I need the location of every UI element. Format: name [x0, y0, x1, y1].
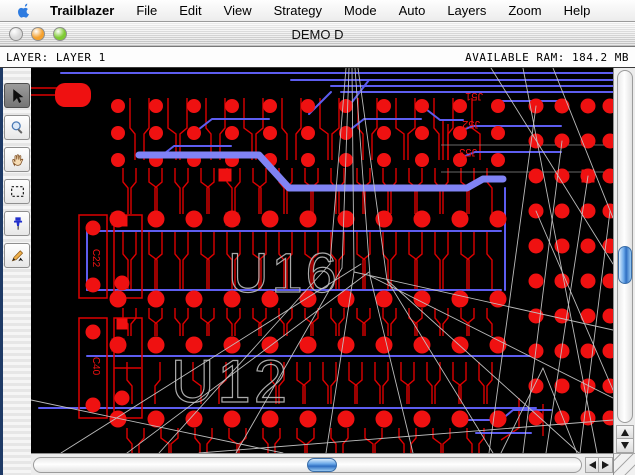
component-label: C22 [90, 249, 101, 268]
menu-item-trailblazer[interactable]: Trailblazer [50, 3, 115, 18]
connector-label: J53 [459, 146, 477, 158]
marquee-tool-button[interactable] [4, 179, 30, 204]
pcb-canvas[interactable]: U16 U12 C22 C40 J51 J52 J53 [31, 68, 613, 453]
window-title-bar[interactable]: DEMO D [0, 22, 635, 47]
menu-item-help[interactable]: Help [563, 3, 591, 18]
pointer-tool-button[interactable] [4, 83, 30, 108]
scroll-down-button[interactable] [615, 439, 634, 454]
zoom-button[interactable] [53, 27, 67, 41]
zoom-icon [11, 121, 22, 134]
pin-tool-button[interactable] [4, 211, 30, 236]
zoom-tool-button[interactable] [4, 115, 30, 140]
menu-item-mode[interactable]: Mode [344, 3, 377, 18]
connector-label: J52 [462, 118, 480, 130]
menu-bar: Trailblazer File Edit View Strategy Mode Auto L… [0, 0, 635, 22]
pointer-icon [12, 89, 23, 103]
scroll-right-button[interactable] [599, 456, 613, 473]
menu-item-zoom[interactable]: Zoom [508, 3, 542, 18]
status-bar: LAYER: LAYER 1 AVAILABLE RAM: 184.2 MB [0, 47, 635, 68]
route-tool-button[interactable] [4, 243, 30, 268]
vertical-scroll-track[interactable] [616, 70, 633, 424]
vertical-scrollbar [613, 68, 635, 475]
tool-palette [0, 68, 31, 475]
menu-item-edit[interactable]: Edit [179, 3, 202, 18]
scroll-left-button[interactable] [585, 456, 599, 473]
component-label: U12 [171, 348, 290, 415]
menu-item-file[interactable]: File [136, 3, 158, 18]
menu-item-strategy[interactable]: Strategy [273, 3, 323, 18]
menu-item-auto[interactable]: Auto [398, 3, 426, 18]
apple-menu[interactable] [8, 3, 39, 19]
component-label: C40 [90, 357, 101, 376]
horizontal-scrollbar [31, 453, 613, 475]
horizontal-scroll-track[interactable] [33, 456, 582, 473]
scroll-down-icon [620, 442, 629, 450]
minimize-button[interactable] [31, 27, 45, 41]
scroll-up-icon [620, 428, 629, 436]
scroll-up-button[interactable] [615, 425, 634, 440]
apple-icon [18, 3, 30, 18]
route-icon [11, 250, 23, 262]
vertical-scroll-thumb[interactable] [617, 246, 632, 284]
pan-tool-button[interactable] [4, 147, 30, 172]
close-button[interactable] [9, 27, 23, 41]
component-label: U16 [228, 241, 340, 304]
horizontal-scroll-thumb[interactable] [307, 457, 337, 472]
pan-icon [11, 154, 23, 167]
ram-indicator: AVAILABLE RAM: 184.2 MB [465, 50, 629, 64]
menu-item-view[interactable]: View [223, 3, 252, 18]
window-resize-grip[interactable] [613, 453, 635, 475]
layer-indicator: LAYER: LAYER 1 [6, 50, 106, 64]
scroll-right-icon [602, 460, 609, 469]
scroll-left-icon [588, 460, 596, 469]
window-title: DEMO D [291, 26, 344, 42]
menu-item-layers[interactable]: Layers [447, 3, 487, 18]
pin-icon [13, 217, 22, 230]
marquee-icon [10, 186, 24, 197]
connector-label: J51 [465, 90, 483, 102]
pcb-drawing: U16 U12 C22 C40 J51 J52 J53 [31, 68, 613, 453]
